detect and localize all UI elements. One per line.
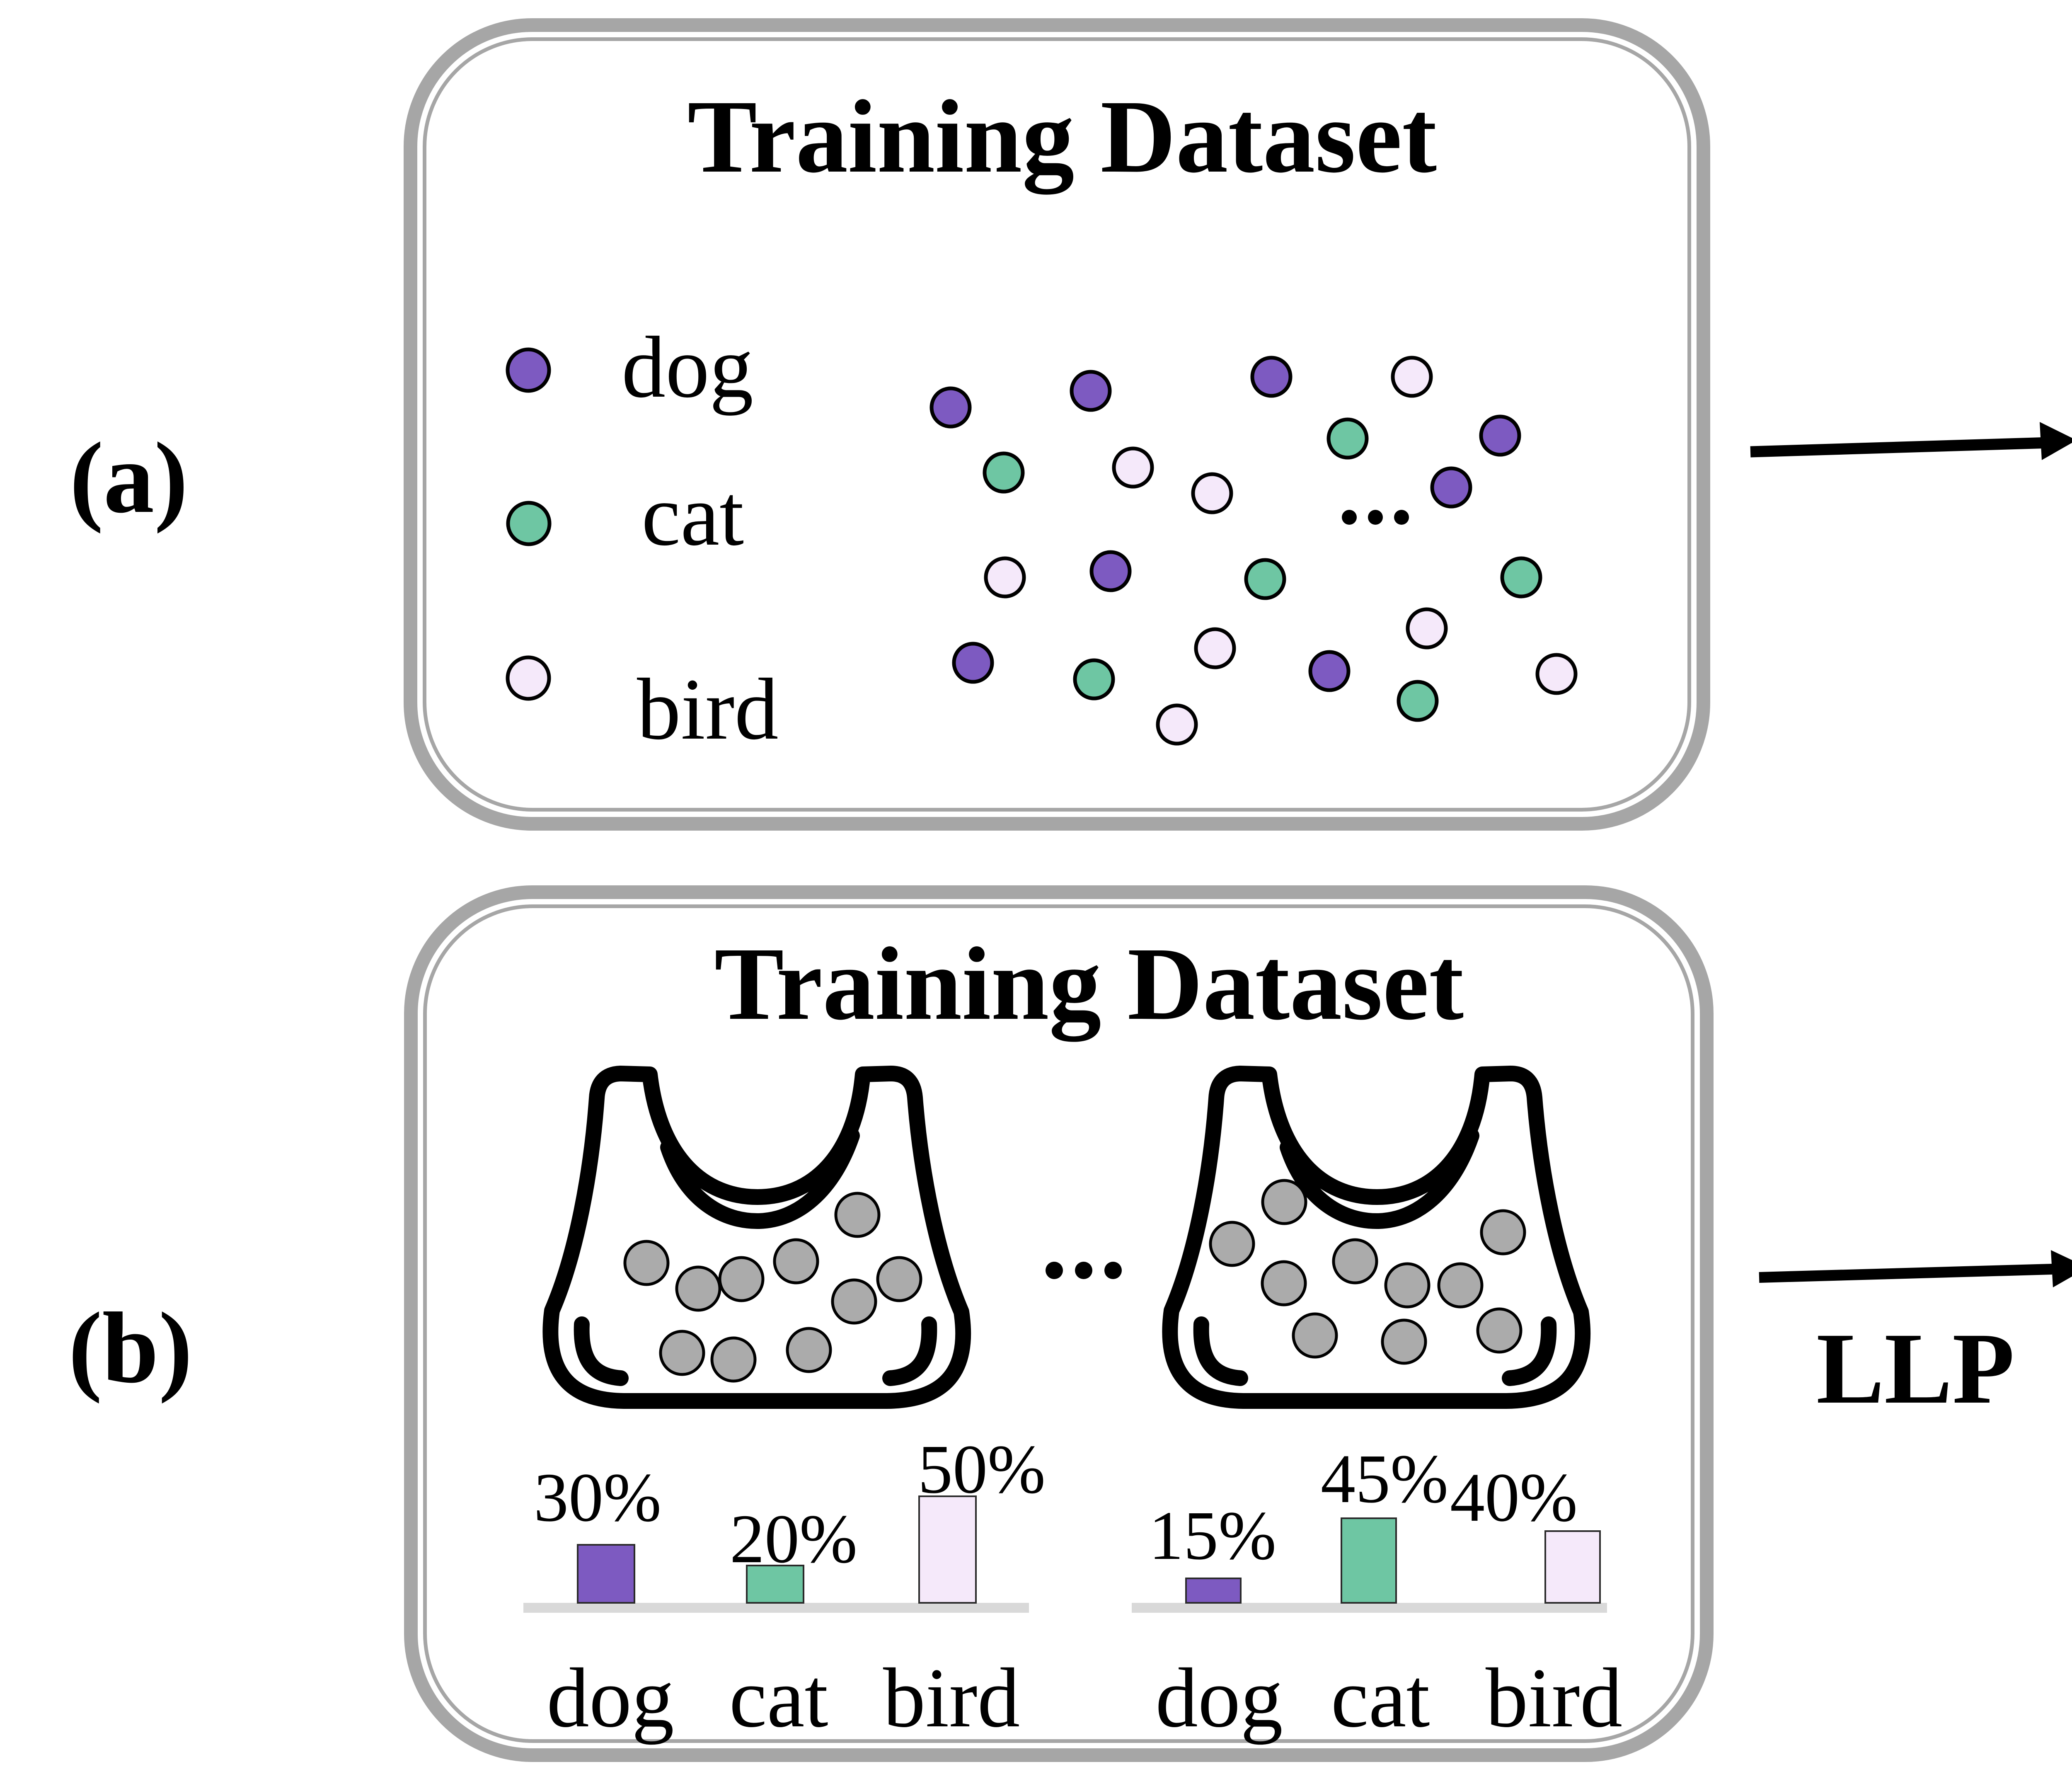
svg-text:15%: 15% <box>1149 1497 1276 1574</box>
svg-text:dog: dog <box>622 318 753 416</box>
svg-text:cat: cat <box>641 466 744 564</box>
svg-text:bird: bird <box>1486 1651 1622 1745</box>
svg-text:(a): (a) <box>70 422 188 534</box>
svg-text:20%: 20% <box>730 1500 857 1578</box>
svg-text:bird: bird <box>637 660 779 758</box>
svg-text:cat: cat <box>1331 1651 1430 1745</box>
svg-text:Training Dataset: Training Dataset <box>687 78 1437 195</box>
svg-text:(b): (b) <box>68 1292 192 1404</box>
svg-text:dog: dog <box>1155 1651 1283 1745</box>
svg-text:45%: 45% <box>1321 1440 1448 1517</box>
svg-text:50%: 50% <box>918 1431 1046 1508</box>
svg-text:bird: bird <box>883 1651 1020 1745</box>
svg-text:30%: 30% <box>534 1459 661 1536</box>
svg-text:cat: cat <box>729 1651 828 1745</box>
svg-text:dog: dog <box>547 1651 674 1745</box>
svg-text:LLP: LLP <box>1816 1312 2014 1425</box>
svg-text:40%: 40% <box>1450 1459 1578 1536</box>
svg-text:Training Dataset: Training Dataset <box>714 926 1464 1042</box>
